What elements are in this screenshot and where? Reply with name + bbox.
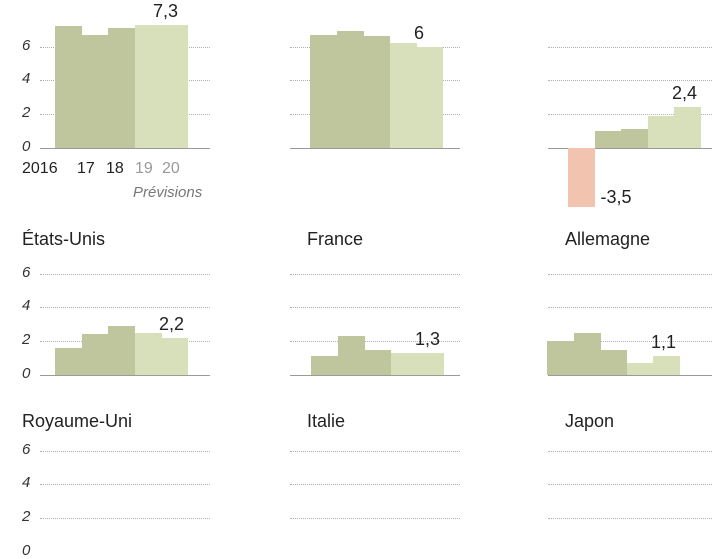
bar-20 <box>674 107 701 148</box>
bar-2016 <box>547 341 574 375</box>
bar-19 <box>134 332 162 375</box>
x-label-20: 20 <box>162 160 180 177</box>
gridline-6 <box>40 450 210 452</box>
value-label: 1,1 <box>651 332 677 353</box>
y-tick-6: 6 <box>22 263 31 281</box>
bar-20 <box>417 353 444 375</box>
bar-20 <box>161 24 188 148</box>
bar-2016 <box>55 26 82 148</box>
gridline-4 <box>548 307 712 309</box>
y-tick-6: 6 <box>22 440 31 458</box>
gridline-4 <box>548 484 712 486</box>
bar-20 <box>161 337 188 375</box>
gridline-2 <box>40 518 210 520</box>
baseline <box>40 375 210 376</box>
gridline-2 <box>548 114 712 116</box>
value-label: 6 <box>414 22 425 43</box>
bar-2016 <box>55 347 82 375</box>
title-france: France <box>307 229 364 249</box>
gridline-4 <box>290 307 460 309</box>
gridline-4 <box>290 484 460 486</box>
bar-18 <box>621 129 648 148</box>
bar-19 <box>134 24 162 148</box>
gridline-2 <box>290 518 460 520</box>
bar-17 <box>81 334 109 375</box>
y-tick-0: 0 <box>22 365 31 382</box>
baseline <box>548 148 712 149</box>
bar-20 <box>653 356 680 375</box>
title-etats-unis: États-Unis <box>22 229 106 249</box>
bar-17 <box>594 131 622 148</box>
bar-18 <box>364 349 391 375</box>
bar-20 <box>416 46 443 148</box>
bar-18 <box>600 349 627 375</box>
baseline <box>290 375 460 376</box>
gridline-6 <box>40 273 210 275</box>
gridline-4 <box>40 307 210 309</box>
gridline-6 <box>548 273 712 275</box>
gridline-6 <box>290 273 460 275</box>
title-allemagne: Allemagne <box>565 229 651 249</box>
y-tick-6: 6 <box>22 36 31 54</box>
y-tick-2: 2 <box>22 508 31 526</box>
gridline-4 <box>40 484 210 486</box>
negative-value-label: -3,5 <box>600 187 632 208</box>
bar-17 <box>336 31 364 148</box>
bar-2016 <box>568 148 595 208</box>
bar-18 <box>363 36 390 148</box>
y-tick-4: 4 <box>22 297 31 315</box>
gridline-6 <box>548 46 712 48</box>
title-japon: Japon <box>565 411 615 431</box>
value-label: 2,2 <box>159 313 185 334</box>
gridline-2 <box>548 341 712 343</box>
title-royaume-uni: Royaume-Uni <box>22 411 133 431</box>
y-tick-2: 2 <box>22 104 31 122</box>
gridline-6 <box>290 450 460 452</box>
y-tick-0: 0 <box>22 542 31 559</box>
gridline-2 <box>290 341 460 343</box>
x-label-18: 18 <box>106 160 124 177</box>
bar-19 <box>647 115 675 148</box>
y-tick-4: 4 <box>22 70 31 88</box>
bar-17 <box>573 332 601 375</box>
value-label: 1,3 <box>415 329 441 350</box>
x-label-19: 19 <box>135 160 153 177</box>
gridline-2 <box>548 518 712 520</box>
x-label-2016: 2016 <box>22 160 58 177</box>
bar-17 <box>337 336 365 375</box>
bar-19 <box>626 363 654 375</box>
value-label: 7,3 <box>153 0 179 21</box>
baseline <box>40 148 210 149</box>
bar-18 <box>108 325 135 375</box>
gridline-6 <box>548 450 712 452</box>
bar-17 <box>81 34 109 148</box>
baseline <box>548 375 712 376</box>
bar-2016 <box>310 34 337 148</box>
baseline <box>290 148 460 149</box>
forecast-note: Prévisions <box>133 184 203 201</box>
x-label-17: 17 <box>77 160 95 177</box>
bar-19 <box>390 353 418 375</box>
value-label: 2,4 <box>672 83 698 104</box>
title-italie: Italie <box>307 411 346 431</box>
gridline-4 <box>548 80 712 82</box>
bar-19 <box>389 43 417 148</box>
y-tick-2: 2 <box>22 331 31 349</box>
bar-18 <box>108 28 135 148</box>
y-tick-0: 0 <box>22 138 31 155</box>
bar-2016 <box>311 356 338 375</box>
